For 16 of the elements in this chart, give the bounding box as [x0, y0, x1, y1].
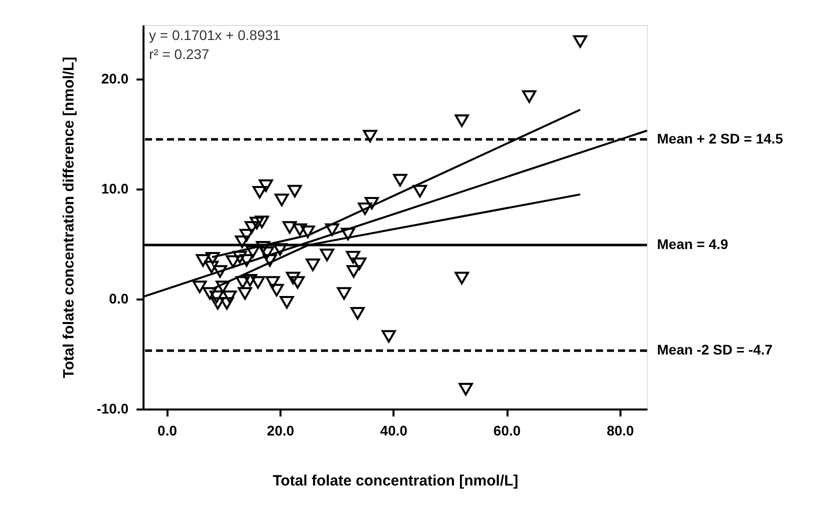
annotation: y = 0.1701x + 0.8931 [149, 27, 281, 43]
y-axis-title: Total folate concentration difference [nmol/L] [60, 56, 78, 378]
y-tick-label: -10.0 [96, 400, 129, 416]
x-tick-label: 20.0 [266, 422, 294, 438]
ref-line-label: Mean = 4.9 [657, 236, 728, 252]
x-tick-label: 40.0 [380, 422, 408, 438]
x-tick-label: 0.0 [158, 422, 178, 438]
y-tick-label: 20.0 [101, 70, 129, 86]
x-axis-title: Total folate concentration [nmol/L] [272, 472, 518, 490]
x-tick-label: 80.0 [606, 422, 634, 438]
ref-line-label: Mean + 2 SD = 14.5 [657, 130, 784, 146]
y-tick-label: 0.0 [109, 290, 129, 306]
annotation: r² = 0.237 [149, 46, 210, 62]
ref-line-label: Mean -2 SD = -4.7 [657, 342, 773, 358]
x-tick-label: 60.0 [493, 422, 521, 438]
y-tick-label: 10.0 [101, 180, 129, 196]
